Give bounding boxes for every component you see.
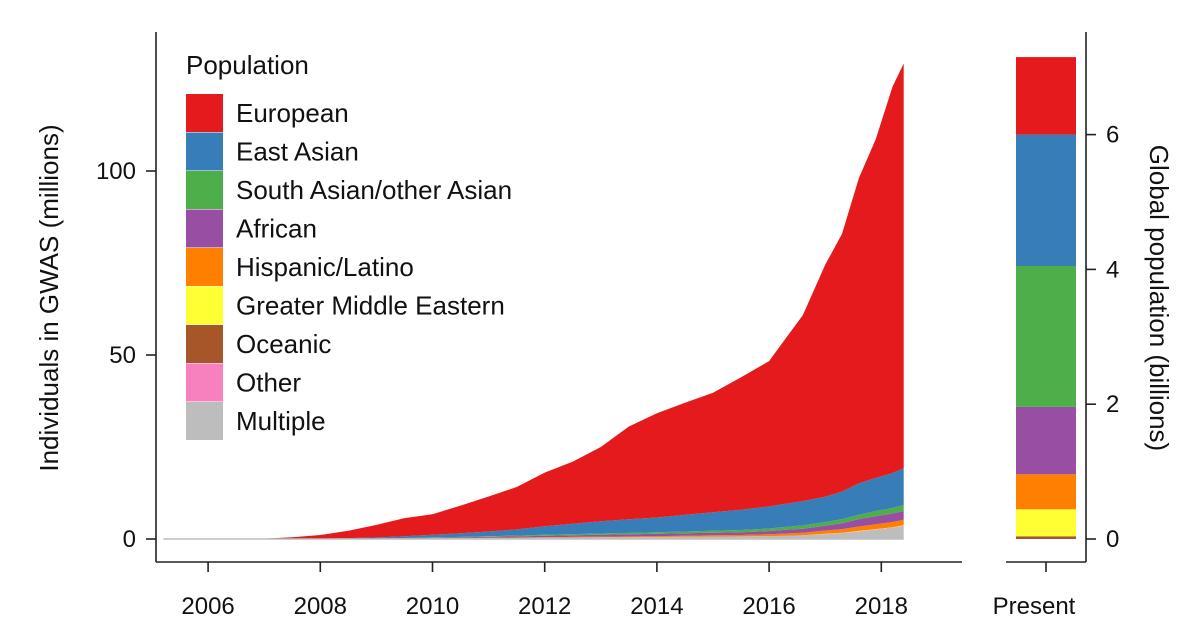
stacked-bar <box>1016 57 1076 539</box>
legend-label-other: Other <box>236 368 301 398</box>
legend-swatch-oceanic <box>186 325 223 363</box>
x-tick-label: 2014 <box>630 593 683 620</box>
bar-segment-hispanic-latino <box>1016 474 1076 510</box>
x-tick-label: 2012 <box>518 593 571 620</box>
side-y-tick-label: 6 <box>1106 122 1119 149</box>
bar-segment-african <box>1016 406 1076 475</box>
y-tick-label: 0 <box>123 526 136 553</box>
legend-label-african: African <box>236 214 317 244</box>
area-european <box>163 63 904 539</box>
legend-label-greater-middle-eastern: Greater Middle Eastern <box>236 291 505 321</box>
legend-swatch-south-asian-other-asian <box>186 171 223 209</box>
bar-segment-south-asian-other-asian <box>1016 266 1076 407</box>
stacked-areas <box>163 63 904 540</box>
side-y-tick-label: 0 <box>1106 526 1119 553</box>
legend-swatch-east-asian <box>186 132 223 171</box>
area-multiple <box>163 526 904 539</box>
legend-items: European East Asian South Asian/other Asia… <box>186 94 512 440</box>
x-tick-label: 2008 <box>294 593 347 620</box>
legend-swatch-african <box>186 209 223 248</box>
main-panel: 0 50 100 2006 2008 2010 2012 2014 2016 2018 Indi… <box>34 32 962 620</box>
legend-label-european: European <box>236 98 349 128</box>
x-tick-label: 2016 <box>742 593 795 620</box>
side-panel: 0 2 4 6 Present Global population (billions… <box>993 32 1174 620</box>
bar-segment-oceanic <box>1016 536 1076 539</box>
legend-swatch-greater-middle-eastern <box>186 286 223 325</box>
legend-label-east-asian: East Asian <box>236 137 359 167</box>
side-y-tick-label: 4 <box>1106 256 1119 283</box>
legend-label-oceanic: Oceanic <box>236 329 331 359</box>
legend: Population European East Asian South Asian… <box>186 50 512 440</box>
main-y-axis-title: Individuals in GWAS (millions) <box>34 124 64 471</box>
bar-segment-east-asian <box>1016 134 1076 266</box>
legend-label-hispanic-latino: Hispanic/Latino <box>236 252 414 282</box>
bar-segment-european <box>1016 57 1076 135</box>
side-y-axis-title: Global population (billions) <box>1144 145 1174 451</box>
x-tick-label: 2018 <box>855 593 908 620</box>
side-x-tick-label: Present <box>993 593 1076 620</box>
main-y-ticks: 0 50 100 <box>96 158 156 553</box>
legend-title: Population <box>186 50 309 80</box>
bar-segment-greater-middle-eastern <box>1016 509 1076 537</box>
legend-swatch-multiple <box>186 402 223 440</box>
main-x-ticks: 2006 2008 2010 2012 2014 2016 2018 <box>181 562 908 620</box>
legend-label-south-asian-other-asian: South Asian/other Asian <box>236 175 512 205</box>
side-x-ticks: Present <box>993 562 1076 620</box>
y-tick-label: 50 <box>109 342 136 369</box>
legend-swatch-other <box>186 363 223 402</box>
area-east-asian <box>163 468 904 539</box>
y-tick-label: 100 <box>96 158 136 185</box>
legend-label-multiple: Multiple <box>236 406 326 436</box>
x-tick-label: 2006 <box>181 593 234 620</box>
legend-swatch-european <box>186 94 223 132</box>
legend-swatch-hispanic-latino <box>186 248 223 286</box>
x-tick-label: 2010 <box>406 593 459 620</box>
side-y-ticks: 0 2 4 6 <box>1086 122 1119 553</box>
side-y-tick-label: 2 <box>1106 391 1119 418</box>
